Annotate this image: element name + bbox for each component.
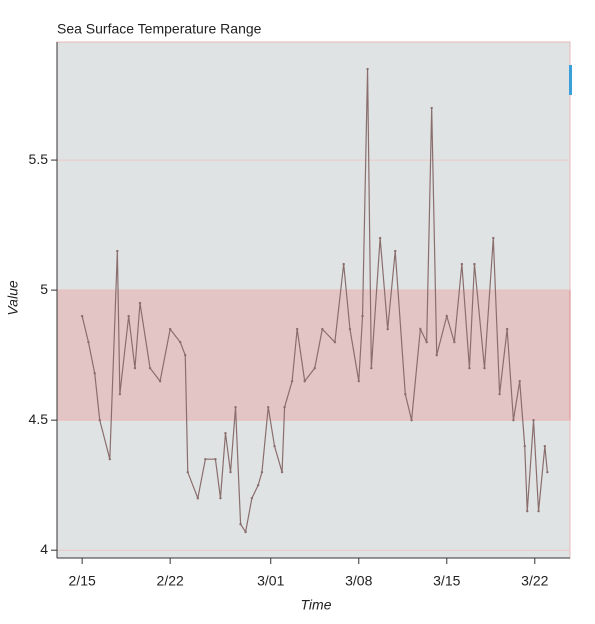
point <box>260 470 264 474</box>
point <box>518 379 521 383</box>
point <box>313 366 316 370</box>
point <box>234 405 237 409</box>
point <box>214 457 217 461</box>
range-band <box>56 289 571 421</box>
point <box>283 405 286 409</box>
x-tick-label: 3/15 <box>433 573 460 589</box>
point <box>290 379 294 383</box>
point <box>526 509 529 513</box>
point <box>370 366 373 370</box>
point <box>357 379 360 383</box>
point <box>80 314 84 318</box>
point <box>435 353 438 357</box>
point <box>133 366 137 370</box>
point <box>184 353 187 357</box>
x-tick-label: 2/22 <box>157 573 184 589</box>
point <box>430 106 433 110</box>
point <box>498 392 501 396</box>
point <box>419 327 422 331</box>
point <box>250 496 254 500</box>
x-axis-label: Time <box>301 597 332 613</box>
point <box>333 340 337 344</box>
point <box>453 340 456 344</box>
x-tick-label: 3/08 <box>345 573 372 589</box>
point <box>537 509 540 513</box>
point <box>168 327 172 331</box>
toolbar-indicator <box>569 65 572 95</box>
point <box>361 314 364 318</box>
point <box>229 470 232 474</box>
x-tick-label: 3/01 <box>257 573 284 589</box>
point <box>460 262 464 266</box>
point <box>108 457 112 461</box>
y-tick-label: 5.5 <box>29 151 49 167</box>
point <box>219 496 222 500</box>
point <box>244 530 247 534</box>
point <box>386 327 389 331</box>
point <box>280 470 284 474</box>
x-tick-label: 3/22 <box>521 573 548 589</box>
point <box>303 379 306 383</box>
point <box>224 431 227 435</box>
point <box>445 314 448 318</box>
point <box>410 418 413 422</box>
point <box>118 392 122 396</box>
point <box>93 372 96 375</box>
point <box>295 327 299 331</box>
point <box>148 366 152 370</box>
y-tick-label: 4.5 <box>29 411 49 427</box>
y-tick-label: 5 <box>40 281 48 297</box>
point <box>492 236 495 240</box>
point <box>321 327 324 331</box>
point <box>239 522 242 526</box>
point <box>425 340 428 344</box>
y-tick-label: 4 <box>40 541 48 557</box>
point <box>186 470 189 474</box>
point <box>348 327 352 331</box>
point <box>204 457 207 461</box>
point <box>256 483 260 487</box>
point <box>179 340 182 344</box>
y-axis-label: Value <box>5 280 21 316</box>
chart-title: Sea Surface Temperature Range <box>57 21 262 37</box>
point <box>342 262 345 266</box>
x-tick-label: 2/15 <box>69 573 96 589</box>
point <box>87 340 90 344</box>
point <box>523 444 526 448</box>
point <box>138 301 142 305</box>
point <box>366 67 369 71</box>
point <box>127 314 130 318</box>
point <box>532 418 535 422</box>
point <box>543 444 547 448</box>
point <box>505 327 509 331</box>
point <box>473 262 476 266</box>
point <box>404 392 407 396</box>
point <box>158 379 162 383</box>
point <box>196 496 200 500</box>
point <box>98 418 101 422</box>
series-line <box>81 69 548 534</box>
point <box>546 470 549 474</box>
point <box>378 236 382 240</box>
point <box>267 405 270 409</box>
point <box>116 249 119 253</box>
point <box>468 366 471 370</box>
point <box>394 249 397 253</box>
point <box>273 444 276 448</box>
plot-area <box>56 41 571 559</box>
point <box>483 366 486 370</box>
point <box>512 418 515 422</box>
